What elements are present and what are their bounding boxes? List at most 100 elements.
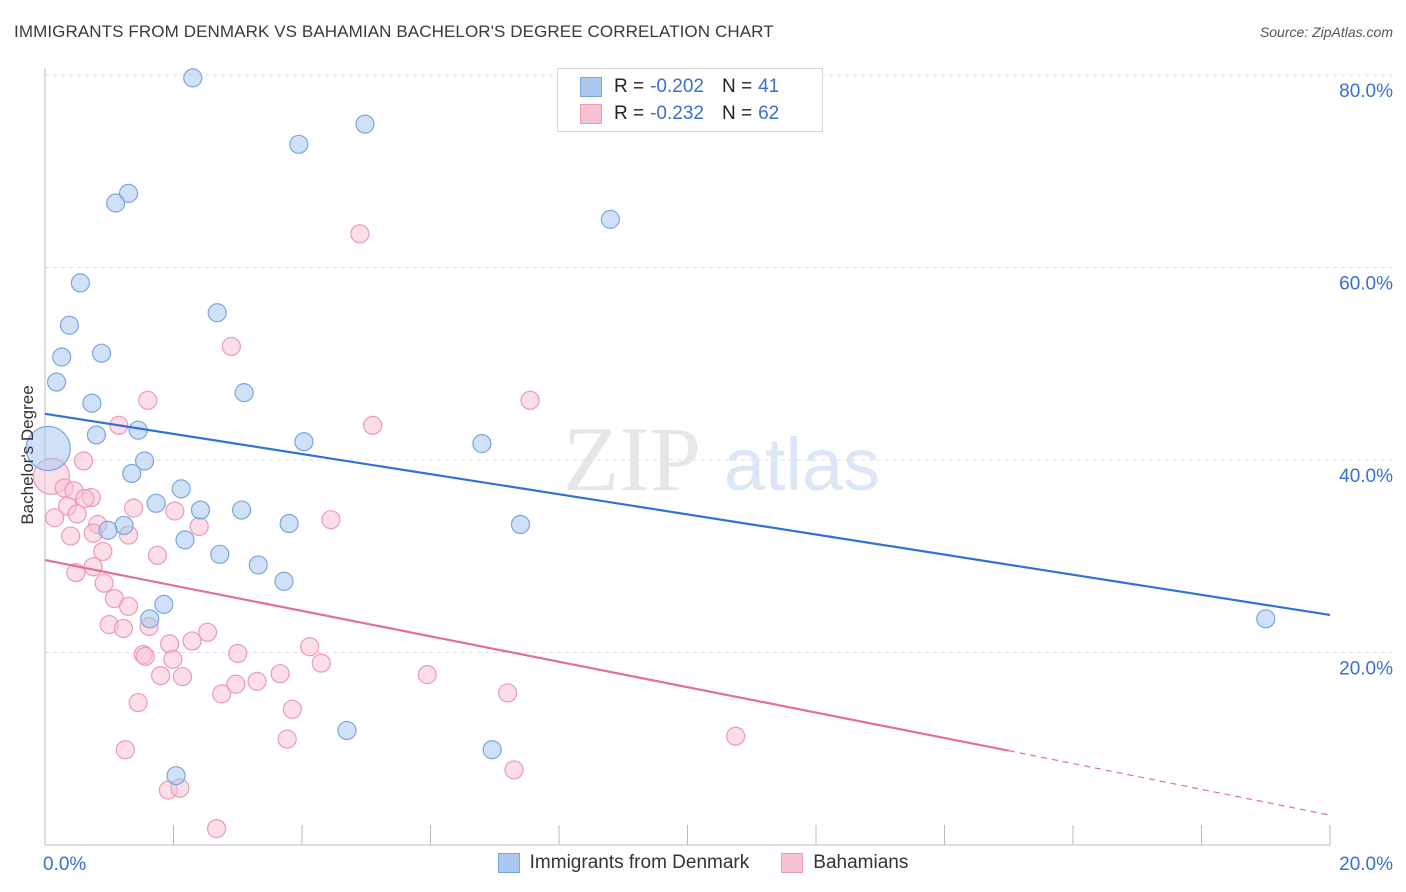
bahamians-point [75, 488, 95, 509]
bahamians-point [270, 664, 290, 684]
bahamians-point [300, 637, 320, 657]
denmark-trend-line [44, 412, 1331, 617]
denmark-point [134, 451, 155, 471]
legend-label-bahamians: Bahamians [813, 852, 909, 873]
bahamians-point [321, 510, 341, 530]
denmark-point [337, 720, 357, 741]
bahamians-point [247, 671, 267, 691]
denmark-point [175, 530, 195, 550]
denmark-point [146, 493, 166, 513]
denmark-point [482, 740, 502, 760]
denmark-point [46, 372, 67, 392]
bahamians-point [282, 699, 302, 719]
bahamians-point [61, 526, 81, 546]
bahamians-point [311, 653, 331, 673]
r-value: -0.202 [650, 76, 704, 97]
bahamians-trend-extension [1008, 750, 1331, 816]
stats-legend: R = -0.202 N = 41 R = -0.232 N = 62 [557, 68, 823, 132]
bahamians-point [417, 665, 437, 685]
denmark-point [472, 434, 492, 454]
y-axis-label: Bachelor's Degree [18, 385, 37, 524]
bahamians-point [363, 415, 383, 435]
y-tick-label: 40.0% [1339, 466, 1393, 487]
bahamians-point [197, 622, 218, 642]
denmark-point [1256, 609, 1276, 629]
legend-label-denmark: Immigrants from Denmark [529, 852, 750, 873]
bahamians-point [172, 666, 193, 687]
bahamians-point [147, 545, 168, 565]
series-bahamians-points [32, 224, 746, 839]
bahamians-point [118, 596, 139, 616]
bahamians-point [73, 451, 94, 471]
bahamians-point [520, 390, 540, 410]
watermark: ZIP atlas [563, 408, 880, 510]
bahamians-point [206, 819, 227, 839]
denmark-point [106, 193, 126, 213]
bahamians-point [124, 498, 144, 518]
denmark-point [274, 571, 294, 591]
denmark-point [140, 609, 160, 629]
denmark-point [166, 766, 186, 786]
denmark-point [82, 393, 102, 413]
n-value: 62 [758, 103, 780, 124]
denmark-point [91, 343, 112, 363]
bahamians-point [138, 390, 158, 410]
bahamians-point [163, 649, 183, 669]
denmark-point [183, 68, 203, 88]
denmark-point [52, 347, 72, 367]
legend-item-bahamians[interactable]: Bahamians [781, 852, 908, 874]
bahamians-point [45, 508, 65, 528]
denmark-point [232, 500, 252, 520]
series-denmark-points [25, 68, 1276, 786]
y-tick-label: 80.0% [1339, 81, 1393, 102]
stats-legend-row-denmark: R = -0.202 N = 41 [580, 75, 779, 99]
x-tick-label: 20.0% [1339, 854, 1393, 875]
bahamians-point [226, 674, 246, 694]
r-label: R = [614, 76, 645, 97]
n-value: 41 [758, 76, 780, 97]
denmark-point [210, 544, 230, 564]
watermark-atlas: atlas [724, 423, 880, 506]
bahamians-point [212, 684, 232, 704]
denmark-point [114, 515, 134, 536]
denmark-point [510, 514, 531, 535]
denmark-point [25, 425, 71, 472]
y-tick-label: 20.0% [1339, 659, 1393, 680]
bahamians-point [277, 729, 297, 749]
denmark-point [59, 315, 80, 335]
r-value: -0.232 [650, 103, 704, 124]
bahamians-point [165, 501, 185, 521]
denmark-point [355, 114, 375, 134]
bahamians-trend-line [44, 559, 1009, 752]
bahamians-point [189, 516, 209, 537]
bahamians-point [221, 336, 241, 357]
tick-labels: 20.0% 40.0% 60.0% 80.0% 0.0% 20.0% [43, 81, 1393, 875]
denmark-point [154, 594, 174, 614]
legend-swatch-denmark [580, 77, 602, 97]
x-tick-label: 0.0% [43, 854, 86, 875]
denmark-point [70, 273, 90, 293]
bahamians-point [228, 643, 248, 664]
bahamians-point [113, 618, 133, 639]
bahamians-point [726, 726, 746, 746]
bahamians-point [93, 541, 113, 562]
watermark-zip: ZIP [563, 408, 701, 510]
denmark-point [289, 134, 309, 154]
n-label: N = [721, 76, 753, 97]
r-label: R = [614, 103, 645, 124]
legend-swatch-bahamians [580, 104, 602, 124]
legend-item-denmark[interactable]: Immigrants from Denmark [497, 852, 750, 874]
bahamians-point [160, 634, 180, 654]
bahamians-point [182, 631, 202, 651]
trend-lines [44, 412, 1331, 816]
legend-swatch-bahamians [781, 853, 804, 873]
bahamians-point [115, 740, 135, 760]
denmark-point [122, 463, 142, 484]
bahamians-point [504, 760, 524, 780]
n-label: N = [721, 103, 753, 124]
chart-title: IMMIGRANTS FROM DENMARK VS BAHAMIAN BACH… [14, 22, 774, 41]
denmark-point [294, 432, 314, 452]
bahamians-point [83, 557, 103, 577]
denmark-point [207, 303, 227, 323]
